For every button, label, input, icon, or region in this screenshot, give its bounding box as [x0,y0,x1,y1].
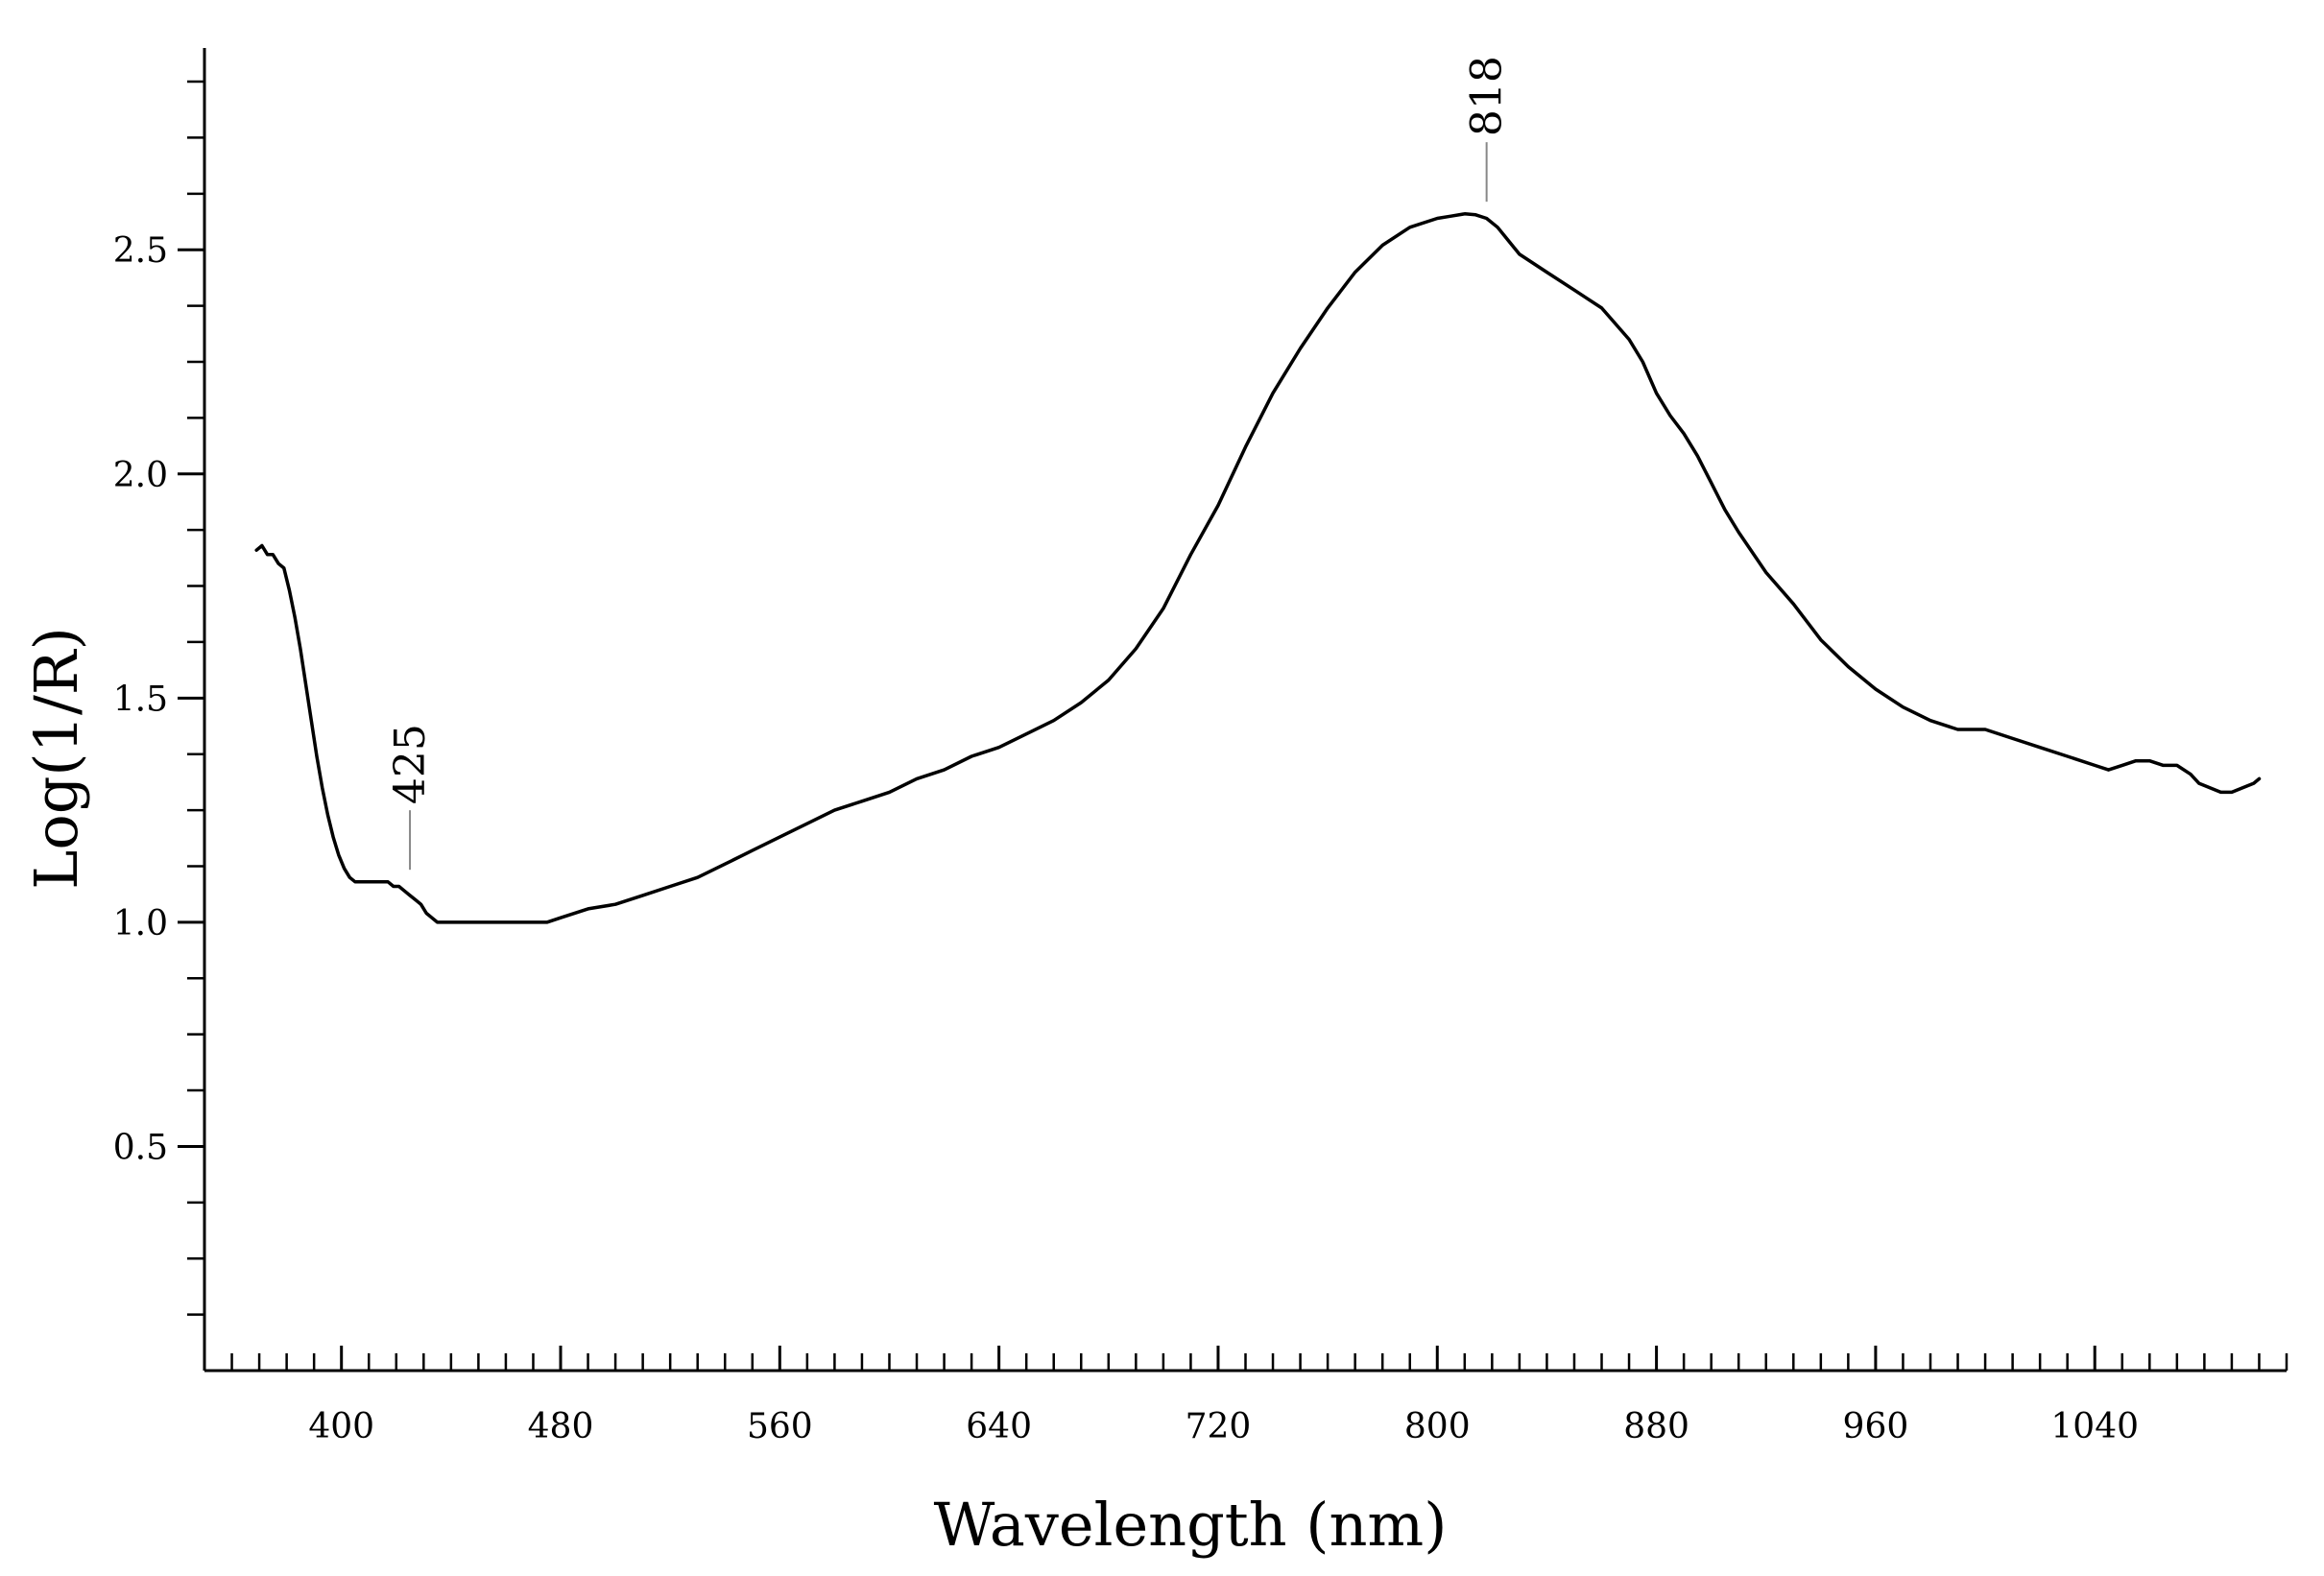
x-tick-label: 480 [528,1407,594,1446]
x-tick-label: 560 [747,1407,813,1446]
series-layer [254,212,2262,924]
annotation-label: 425 [386,724,435,804]
x-tick-label: 1040 [2050,1407,2139,1446]
axes: 400 480 560 640 720 800 880 960 1040 0.5 1.0 1.5 2.… [113,48,2288,1446]
y-axis-title: Log(1/R) [21,627,91,890]
y-tick-label: 1.5 [113,680,168,719]
annotations: 425 818 [386,56,1512,871]
x-tick-label: 400 [308,1407,374,1446]
y-tick-label: 0.5 [113,1128,168,1167]
annotation-label: 818 [1463,56,1512,136]
series-line [254,212,2262,924]
y-tick-label: 2.5 [113,231,168,271]
y-tick-label: 1.0 [113,904,168,943]
x-tick-label: 960 [1843,1407,1909,1446]
x-axis-title: Wavelength (nm) [934,1490,1448,1560]
x-tick-label: 800 [1404,1407,1471,1446]
y-tick-label: 2.0 [113,456,168,495]
x-tick-label: 720 [1186,1407,1252,1446]
x-tick-label: 640 [966,1407,1032,1446]
x-axis-ticks: 400 480 560 640 720 800 880 960 1040 [203,1346,2288,1446]
y-axis-ticks: 0.5 1.0 1.5 2.0 2.5 [113,80,204,1316]
x-tick-label: 880 [1623,1407,1689,1446]
